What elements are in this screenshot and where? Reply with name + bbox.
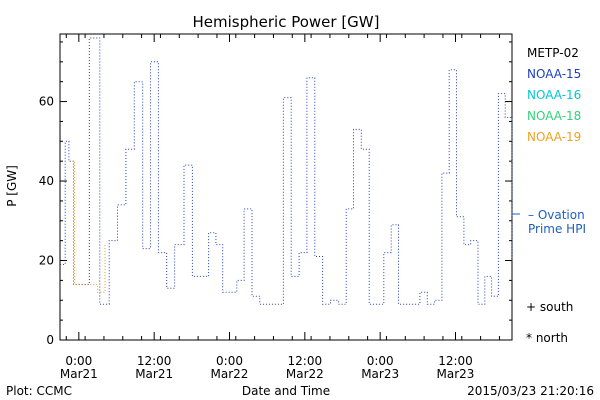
legend: METP-02 NOAA-15 NOAA-16 NOAA-18 NOAA-19 bbox=[527, 46, 581, 144]
series-layer bbox=[60, 37, 513, 305]
legend-entry-metp-02: METP-02 bbox=[527, 46, 579, 60]
x-tick-label-time: 0:00 bbox=[65, 354, 92, 368]
y-axis-label: P [GW] bbox=[5, 165, 19, 207]
north-marker-label: * north bbox=[526, 331, 568, 345]
legend-entry-noaa-18: NOAA-18 bbox=[527, 109, 581, 123]
ovation-label-line2: Prime HPI bbox=[528, 222, 586, 236]
x-tick-label-time: 0:00 bbox=[367, 354, 394, 368]
legend-entry-noaa-15: NOAA-15 bbox=[527, 67, 581, 81]
legend-entry-noaa-19: NOAA-19 bbox=[527, 130, 581, 144]
legend-entry-noaa-16: NOAA-16 bbox=[527, 88, 581, 102]
south-marker-label: + south bbox=[526, 300, 573, 314]
chart-title: Hemispheric Power [GW] bbox=[193, 13, 380, 31]
x-tick-label-date: Mar21 bbox=[135, 367, 173, 381]
ovation-label-line1: – Ovation bbox=[528, 208, 585, 222]
x-tick-label-date: Mar21 bbox=[60, 367, 98, 381]
footer-plot-source: Plot: CCMC bbox=[6, 384, 72, 398]
y-tick-label: 60 bbox=[39, 95, 54, 109]
y-tick-label: 20 bbox=[39, 254, 54, 268]
y-tick-label: 0 bbox=[46, 333, 54, 347]
x-tick-label-date: Mar22 bbox=[211, 367, 249, 381]
x-tick-label-date: Mar23 bbox=[361, 367, 399, 381]
plot-frame bbox=[59, 33, 513, 341]
y-axis: 0 20 40 60 bbox=[39, 41, 512, 347]
x-tick-label-time: 0:00 bbox=[216, 354, 243, 368]
x-tick-label-time: 12:00 bbox=[137, 354, 172, 368]
x-tick-label-time: 12:00 bbox=[288, 354, 323, 368]
x-tick-label-date: Mar23 bbox=[437, 367, 475, 381]
footer-x-axis-label: Date and Time bbox=[242, 384, 330, 398]
x-tick-label-time: 12:00 bbox=[438, 354, 473, 368]
x-tick-label-date: Mar22 bbox=[286, 367, 324, 381]
x-axis: 0:00Mar2112:00Mar210:00Mar2212:00Mar220:… bbox=[60, 34, 500, 381]
footer-timestamp: 2015/03/23 21:20:16 bbox=[467, 384, 594, 398]
y-tick-label: 40 bbox=[39, 174, 54, 188]
series-line-noaa-15 bbox=[60, 37, 513, 305]
